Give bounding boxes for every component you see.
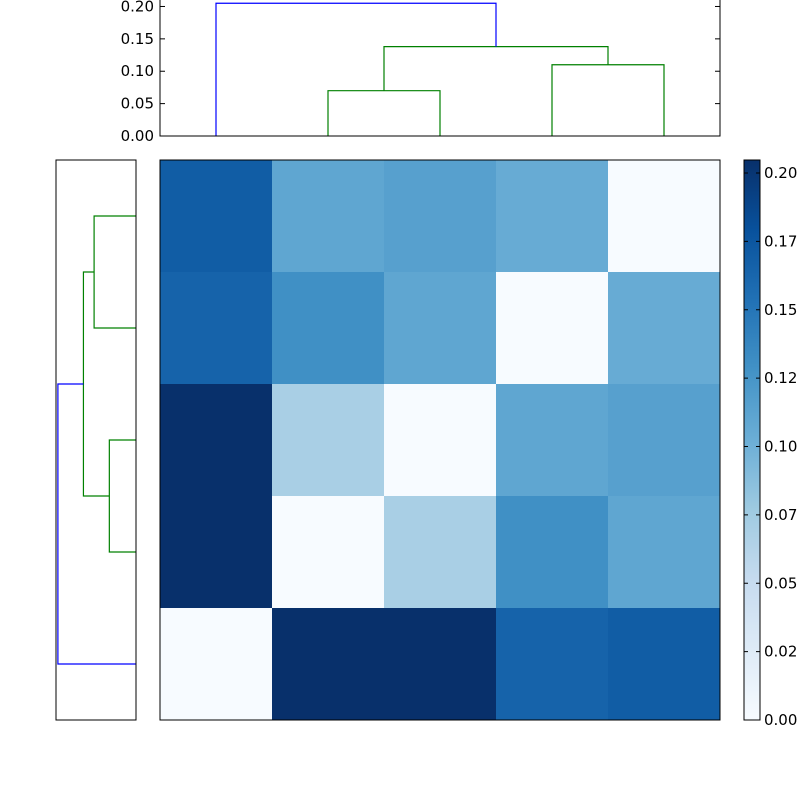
- top-dendrogram-frame: [159, 0, 721, 137]
- heatmap-cell: [160, 272, 273, 385]
- heatmap-cell: [160, 608, 273, 721]
- top-dendrogram-ytick-label: 0.00: [121, 127, 154, 145]
- left-dendrogram-link: [82, 271, 110, 497]
- top-dendrogram-link: [327, 90, 441, 136]
- top-dendrogram-link: [215, 2, 497, 136]
- colorbar-tick-label: 0.05: [764, 574, 797, 592]
- heatmap: [159, 159, 721, 721]
- heatmap-cell: [608, 496, 721, 609]
- colorbar-tick-label: 0.00: [764, 711, 797, 729]
- colorbar-tick-label: 0.07: [764, 506, 797, 524]
- heatmap-cell: [272, 160, 385, 273]
- heatmap-cell: [384, 384, 497, 497]
- heatmap-cell: [272, 272, 385, 385]
- heatmap-cell: [384, 608, 497, 721]
- heatmap-cell: [160, 384, 273, 497]
- heatmap-cell: [608, 160, 721, 273]
- heatmap-cell: [496, 272, 609, 385]
- left-dendrogram-link: [108, 439, 136, 553]
- colorbar-tick-label: 0.20: [764, 164, 797, 182]
- heatmap-cell: [272, 496, 385, 609]
- colorbar-tick-label: 0.12: [764, 369, 797, 387]
- top-dendrogram: 0.00 0.05 0.10 0.15 0.20: [121, 0, 721, 145]
- heatmap-cell: [496, 160, 609, 273]
- heatmap-cell: [608, 384, 721, 497]
- top-dendrogram-link: [551, 64, 665, 136]
- colorbar-frame: [743, 159, 761, 721]
- heatmap-cell: [496, 608, 609, 721]
- heatmap-cell: [160, 496, 273, 609]
- heatmap-frame: [159, 159, 721, 721]
- colorbar-gradient: [744, 160, 760, 720]
- left-dendrogram-link: [93, 215, 136, 329]
- top-dendrogram-ytick-label: 0.15: [121, 30, 154, 48]
- heatmap-cell: [272, 608, 385, 721]
- top-dendrogram-ytick-label: 0.05: [121, 95, 154, 113]
- left-dendrogram-frame: [55, 159, 137, 721]
- top-dendrogram-ytick-label: 0.10: [121, 62, 154, 80]
- heatmap-cell: [272, 384, 385, 497]
- heatmap-cell: [608, 608, 721, 721]
- heatmap-cell: [608, 272, 721, 385]
- top-dendrogram-link: [383, 46, 609, 91]
- heatmap-cell: [496, 384, 609, 497]
- left-dendrogram-link: [57, 383, 136, 665]
- colorbar-tick-label: 0.10: [764, 438, 797, 456]
- heatmap-cell: [160, 160, 273, 273]
- heatmap-cell: [384, 272, 497, 385]
- colorbar-tick-label: 0.15: [764, 301, 797, 319]
- colorbar-tick-label: 0.17: [764, 232, 797, 250]
- colorbar-tick-label: 0.02: [764, 643, 797, 661]
- colorbar: 0.00 0.02 0.05 0.07 0.10 0.12 0.15 0.17 0.20: [743, 159, 797, 729]
- left-dendrogram: [55, 159, 137, 721]
- heatmap-cell: [384, 160, 497, 273]
- top-dendrogram-ytick-label: 0.20: [121, 0, 154, 15]
- heatmap-cell: [384, 496, 497, 609]
- heatmap-cell: [496, 496, 609, 609]
